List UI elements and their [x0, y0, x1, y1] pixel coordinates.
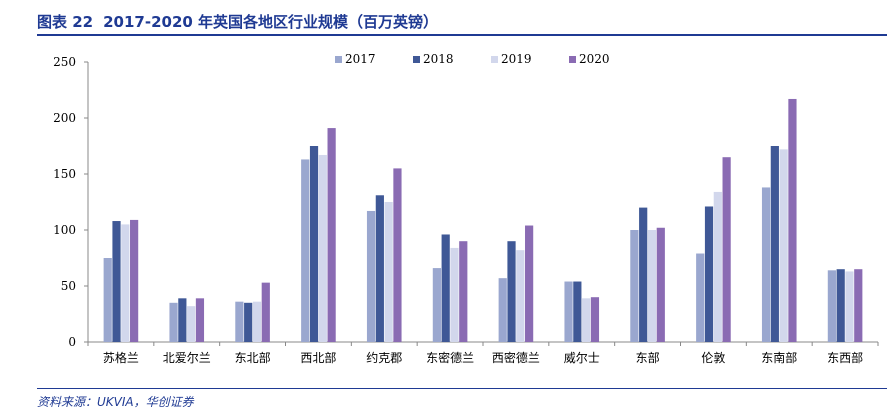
y-tick-label: 100	[53, 223, 76, 237]
y-tick-label: 150	[53, 167, 76, 181]
bar-2018	[639, 207, 648, 342]
figure-header: 图表 22 2017-2020 年英国各地区行业规模（百万英镑）	[37, 8, 887, 36]
bar-2020	[590, 297, 600, 342]
x-tick-label: 东北部	[235, 350, 271, 365]
figure-title: 2017-2020 年英国各地区行业规模（百万英镑）	[103, 12, 439, 31]
bar-2019	[121, 224, 130, 342]
x-tick-label: 东西部	[827, 350, 863, 365]
bar-2020	[854, 269, 863, 342]
bar-2020	[261, 282, 270, 342]
bar-2018	[441, 234, 450, 342]
bar-2017	[103, 258, 112, 342]
bar-2020	[130, 219, 139, 342]
bar-2018	[704, 206, 714, 342]
legend-swatch-2020	[569, 56, 576, 63]
x-tick-label: 苏格兰	[103, 350, 139, 365]
x-tick-label: 北爱尔兰	[163, 350, 211, 365]
bar-2019	[713, 191, 722, 342]
legend-swatch-2017	[335, 56, 342, 63]
bar-2020	[195, 298, 205, 342]
bar-2019	[516, 250, 525, 342]
y-tick-label: 250	[53, 55, 76, 69]
bar-2017	[235, 301, 244, 342]
bar-2020	[722, 157, 731, 342]
legend-swatch-2019	[491, 56, 498, 63]
x-tick-label: 西密德兰	[492, 350, 540, 365]
bar-2018	[836, 269, 845, 342]
bar-2018	[375, 195, 384, 342]
bar-2017	[630, 230, 639, 342]
x-tick-label: 威尔士	[564, 350, 600, 365]
y-tick-label: 50	[61, 279, 76, 293]
bar-2019	[582, 298, 591, 342]
x-tick-label: 东部	[636, 350, 660, 365]
bar-2019	[450, 247, 459, 342]
bar-2017	[169, 302, 178, 342]
bar-2019	[384, 202, 393, 342]
bar-2017	[761, 187, 771, 342]
legend-label-2019: 2019	[501, 52, 532, 66]
bar-2020	[327, 128, 336, 342]
bar-2017	[696, 253, 705, 342]
legend-label-2017: 2017	[345, 52, 376, 66]
bar-2017	[564, 281, 573, 342]
legend-label-2018: 2018	[423, 52, 454, 66]
bar-2019	[647, 230, 657, 342]
bar-2019	[187, 306, 196, 342]
y-tick-label: 0	[68, 335, 76, 349]
x-tick-label: 东南部	[761, 350, 797, 365]
bar-2017	[432, 268, 441, 342]
bar-2018	[244, 302, 253, 342]
bar-2020	[788, 98, 797, 343]
bar-2020	[393, 168, 402, 342]
x-tick-label: 约克郡	[366, 350, 402, 365]
bar-2018	[573, 281, 582, 342]
bar-2018	[770, 146, 779, 342]
figure-number: 图表 22	[37, 12, 94, 31]
bar-2018	[507, 241, 516, 342]
bar-2019	[845, 271, 854, 342]
bar-2019	[252, 301, 262, 342]
bar-2020	[459, 241, 468, 342]
bar-2020	[656, 227, 665, 342]
x-tick-label: 西北部	[300, 350, 336, 365]
legend-label-2020: 2020	[579, 52, 610, 66]
legend-swatch-2018	[413, 56, 420, 63]
bar-2019	[779, 149, 788, 342]
x-tick-label: 东密德兰	[426, 350, 474, 365]
bar-chart: 0 50 100 150 200 250 苏格兰 北爱尔兰 东北部 西北部 约克郡 东密德兰 西密德兰 威…	[53, 52, 879, 365]
bar-2019	[318, 154, 327, 342]
bar-2018	[309, 146, 319, 342]
source-note: 资料来源：UKVIA，华创证券	[37, 388, 887, 410]
bar-2018	[178, 298, 187, 342]
x-tick-label: 伦敦	[701, 350, 725, 365]
bar-2017	[301, 159, 310, 342]
bar-2017	[366, 210, 376, 342]
bar-2020	[525, 225, 534, 342]
y-tick-label: 200	[53, 111, 76, 125]
bar-2017	[498, 278, 507, 342]
bar-2017	[827, 270, 836, 342]
bar-2018	[112, 221, 121, 342]
